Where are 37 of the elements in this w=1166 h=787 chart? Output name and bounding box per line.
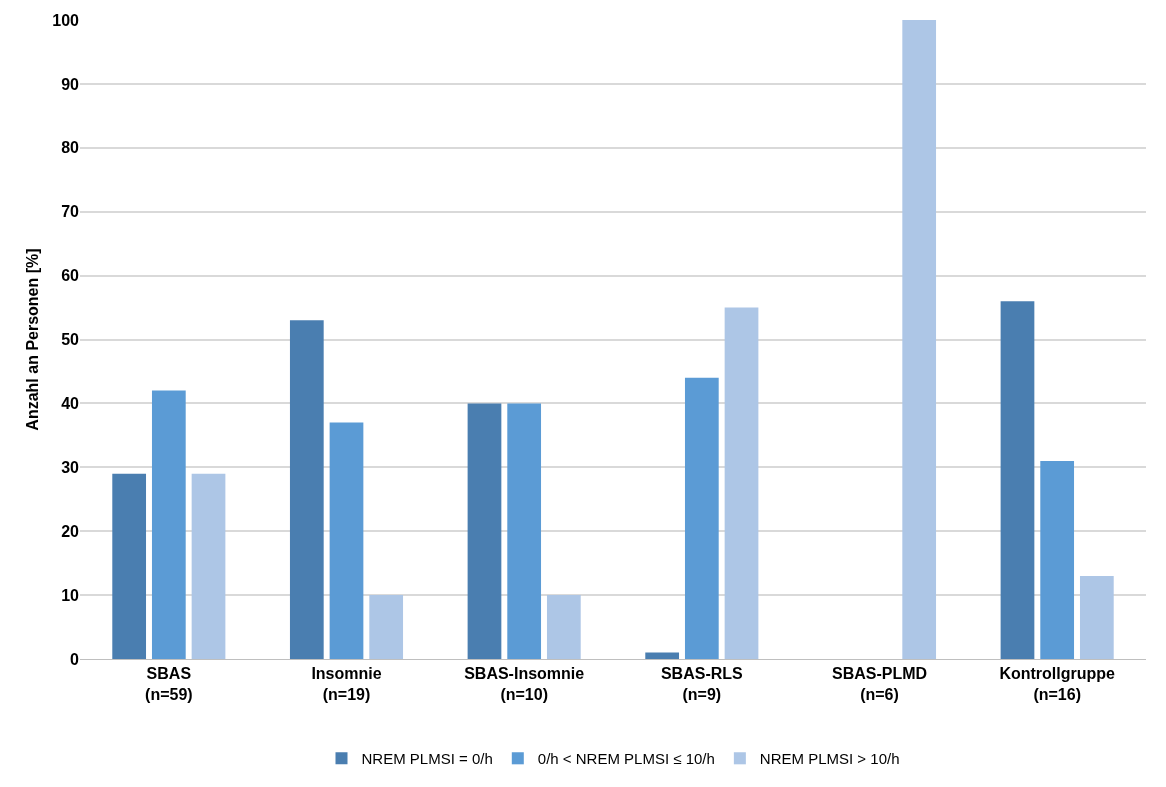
- x-tick-label: Kontrollgruppe (n=16): [999, 665, 1116, 703]
- y-tick-label: 10: [61, 586, 80, 604]
- bar: [1040, 460, 1075, 659]
- bar: [724, 307, 759, 659]
- x-tick-label: SBAS-PLMD (n=6): [831, 665, 928, 703]
- y-tick-label: 90: [61, 75, 80, 93]
- legend-label: 0/h < NREM PLMSI ≤ 10/h: [537, 750, 715, 768]
- bar: [151, 390, 186, 659]
- x-tick-label: SBAS-Insomnie (n=10): [464, 665, 585, 703]
- bar: [289, 320, 324, 659]
- bar: [507, 403, 542, 659]
- y-tick-label: 100: [52, 11, 80, 29]
- y-axis-title: Anzahl an Personen [%]: [24, 248, 41, 431]
- y-tick-label: 70: [61, 203, 80, 221]
- bar: [112, 473, 147, 659]
- bar: [1079, 575, 1114, 659]
- bar: [645, 652, 680, 659]
- bar: [467, 403, 502, 659]
- y-tick-label: 60: [61, 267, 80, 285]
- x-tick-label: SBAS (n=59): [145, 665, 193, 703]
- y-tick-label: 40: [61, 395, 80, 412]
- bar: [684, 377, 719, 659]
- bar: [191, 473, 226, 659]
- x-tick-label: Insomnie (n=19): [311, 665, 382, 703]
- bar: [369, 595, 404, 659]
- legend-label: NREM PLMSI = 0/h: [361, 750, 493, 768]
- bar: [546, 595, 581, 659]
- y-tick-label: 30: [61, 458, 80, 476]
- y-tick-label: 50: [61, 331, 80, 349]
- y-tick-label: 0: [70, 650, 80, 668]
- bar: [902, 20, 937, 659]
- bar: [329, 422, 364, 659]
- legend-label: NREM PLMSI > 10/h: [759, 750, 900, 768]
- bar: [1000, 301, 1035, 659]
- y-tick-label: 20: [61, 522, 80, 540]
- y-tick-label: 80: [61, 139, 80, 157]
- x-tick-label: SBAS-RLS (n=9): [660, 665, 744, 703]
